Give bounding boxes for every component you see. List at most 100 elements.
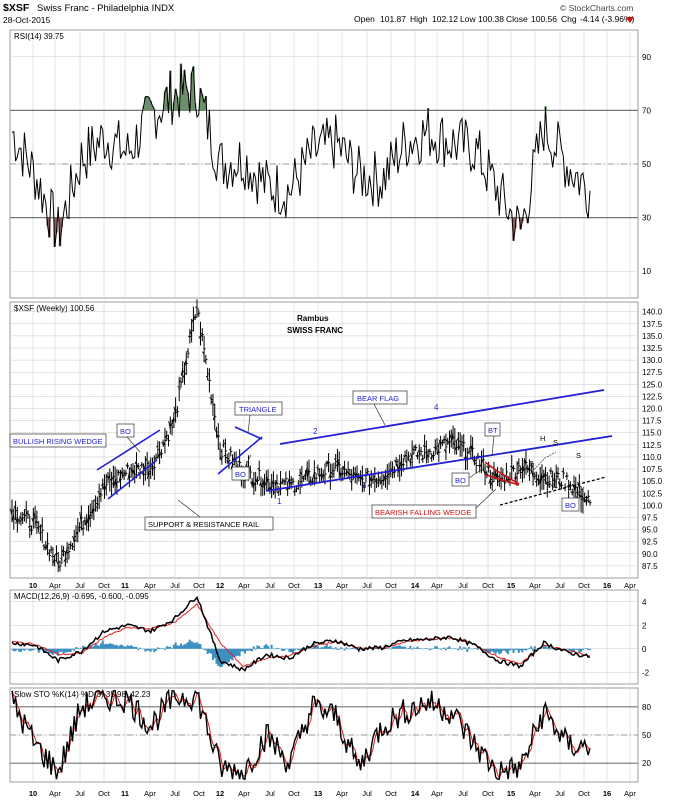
x-tick-label: 16 — [603, 581, 611, 590]
x-tick-label: Apr — [336, 789, 348, 798]
macd-histogram-bar — [446, 647, 449, 649]
x-tick-label: Jul — [265, 789, 275, 798]
macd-histogram-bar — [421, 648, 424, 650]
macd-histogram-bar — [542, 644, 545, 649]
macd-histogram-bar — [354, 648, 357, 650]
macd-histogram-bar — [211, 648, 214, 661]
rsi-extreme-fill — [185, 86, 188, 111]
ohlc-readout: Open 101.87 High 102.12 Low 100.38 Close… — [354, 14, 634, 24]
macd-histogram-bar — [235, 648, 238, 657]
macd-histogram-bar — [411, 648, 414, 650]
macd-histogram-bar — [64, 648, 67, 653]
macd-histogram-bar — [341, 648, 344, 650]
price-bar — [428, 448, 432, 455]
y-tick-label: 122.5 — [642, 392, 663, 401]
macd-histogram-bar — [167, 646, 170, 649]
macd-histogram-bar — [430, 648, 433, 650]
macd-histogram-bar — [316, 646, 319, 649]
macd-histogram-bar — [272, 648, 275, 650]
macd-histogram-bar — [496, 648, 499, 652]
macd-histogram-bar — [35, 648, 38, 650]
macd-histogram-bar — [585, 648, 588, 649]
macd-histogram-bar — [320, 647, 323, 649]
macd-histogram-bar — [404, 646, 407, 649]
macd-histogram-bar — [457, 648, 460, 651]
y-tick-label: 130.0 — [642, 356, 663, 365]
macd-histogram-bar — [174, 642, 177, 649]
macd-histogram-bar — [28, 648, 31, 652]
macd-histogram-bar — [540, 648, 543, 650]
macd-histogram-bar — [131, 646, 134, 649]
macd-histogram-bar — [62, 648, 65, 654]
price-bar — [186, 348, 190, 359]
macd-histogram-bar — [443, 647, 446, 649]
x-tick-label: Apr — [144, 581, 156, 590]
macd-histogram-bar — [487, 648, 490, 654]
macd-histogram-bar — [151, 648, 154, 650]
macd-histogram-bar — [91, 646, 94, 649]
price-bar — [462, 434, 466, 452]
price-bar — [177, 376, 181, 402]
macd-histogram-bar — [183, 644, 186, 649]
macd-histogram-bar — [439, 648, 442, 650]
price-bar — [204, 354, 208, 365]
macd-histogram-bar — [503, 648, 506, 651]
price-bar — [61, 546, 66, 557]
price-bar — [159, 449, 163, 459]
macd-histogram-bar — [236, 648, 239, 656]
macd-histogram-bar — [121, 645, 124, 649]
price-bar — [98, 487, 103, 502]
macd-histogram-bar — [464, 647, 467, 649]
price-bar — [564, 472, 569, 480]
y-tick-label: 2 — [642, 621, 647, 630]
bo-label-4: BO — [565, 501, 576, 510]
rsi-extreme-fill — [169, 70, 172, 111]
macd-histogram-bar — [71, 648, 74, 650]
price-bar — [547, 475, 551, 488]
y-tick-label: 4 — [642, 598, 647, 607]
bullish-wedge-box — [9, 433, 107, 448]
macd-histogram-bar — [130, 645, 133, 649]
x-tick-label: Jul — [458, 789, 468, 798]
y-tick-label: 137.5 — [642, 320, 663, 329]
price-bar — [257, 460, 261, 481]
head-label: H — [540, 434, 545, 443]
macd-histogram-bar — [407, 647, 410, 649]
macd-histogram-bar — [203, 648, 206, 650]
macd-histogram-bar — [516, 648, 519, 651]
rsi-extreme-fill — [165, 86, 168, 111]
macd-histogram-bar — [73, 648, 76, 651]
price-bar — [29, 525, 34, 536]
macd-histogram-bar — [158, 647, 161, 649]
macd-histogram-bar — [204, 648, 207, 651]
bullish-wedge-label: BULLISH RISING WEDGE — [13, 437, 103, 446]
price-bar — [58, 560, 62, 572]
macd-histogram-bar — [462, 647, 465, 649]
macd-histogram-bar — [107, 644, 110, 649]
macd-histogram-bar — [327, 647, 330, 649]
price-bar — [45, 532, 50, 556]
macd-histogram-bar — [99, 643, 102, 649]
rsi-extreme-fill — [512, 217, 515, 241]
macd-histogram-bar — [76, 647, 79, 649]
price-bar — [223, 438, 228, 464]
macd-histogram-bar — [468, 646, 471, 649]
chg-value: -4.14 (-3.96%) — [580, 14, 634, 24]
macd-histogram-bar — [299, 648, 302, 651]
macd-histogram-bar — [309, 648, 312, 650]
macd-histogram-bar — [494, 648, 497, 655]
macd-histogram-bar — [453, 648, 456, 649]
macd-histogram-bar — [126, 645, 129, 649]
low-value: 100.38 — [478, 14, 504, 24]
macd-histogram-bar — [324, 645, 327, 649]
macd-histogram-bar — [114, 645, 117, 649]
macd-histogram-bar — [247, 648, 250, 651]
x-tick-label: Jul — [75, 789, 85, 798]
macd-histogram-bar — [528, 647, 531, 649]
support-label: SUPPORT & RESISTANCE RAIL — [148, 520, 259, 529]
x-tick-label: 12 — [216, 789, 224, 798]
macd-histogram-bar — [59, 648, 62, 652]
macd-histogram-bar — [179, 643, 182, 649]
wedge-lower-line — [107, 459, 158, 500]
x-tick-label: 13 — [314, 581, 322, 590]
